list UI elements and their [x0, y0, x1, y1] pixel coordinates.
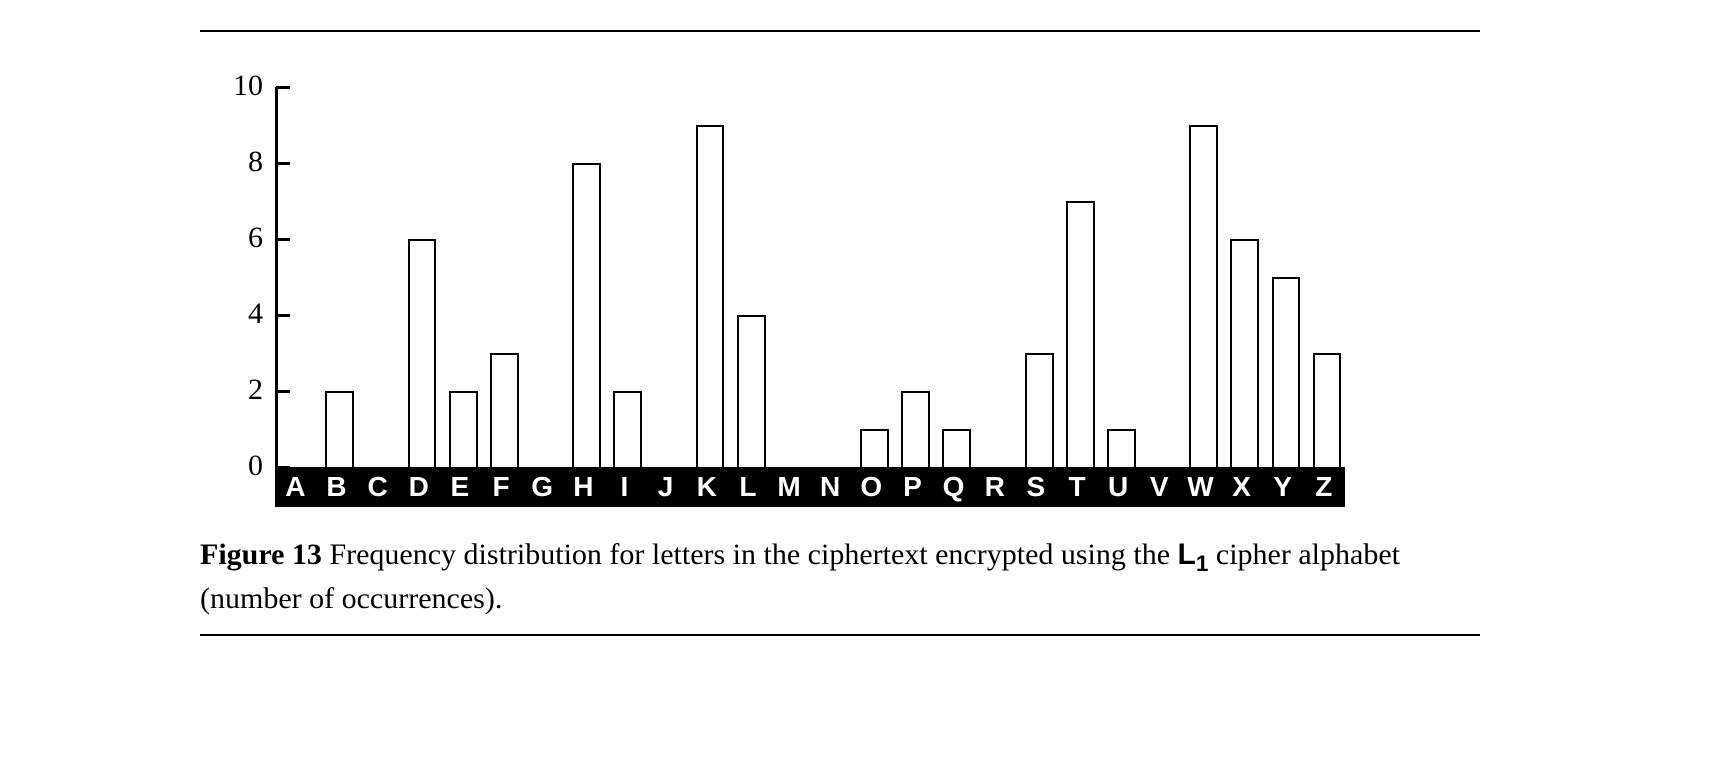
x-label-l: L	[728, 467, 769, 507]
bar-slot	[731, 87, 772, 467]
y-tick-label: 6	[220, 221, 263, 255]
bar-slot	[566, 87, 607, 467]
plot-area	[275, 87, 1348, 467]
bar-slot	[648, 87, 689, 467]
y-tick-label: 0	[220, 449, 263, 483]
x-label-n: N	[810, 467, 851, 507]
x-label-b: B	[316, 467, 357, 507]
bar-slot	[1307, 87, 1348, 467]
x-label-m: M	[769, 467, 810, 507]
bar-k	[696, 125, 725, 467]
bar-slot	[1224, 87, 1265, 467]
bar-slot	[1019, 87, 1060, 467]
bar-e	[449, 391, 478, 467]
x-label-w: W	[1180, 467, 1221, 507]
bar-slot	[443, 87, 484, 467]
figure-number: Figure 13	[200, 538, 322, 571]
bar-p	[901, 391, 930, 467]
bar-slot	[854, 87, 895, 467]
y-tick-label: 2	[220, 373, 263, 407]
bar-u	[1107, 429, 1136, 467]
bar-slot	[1265, 87, 1306, 467]
y-tick-label: 4	[220, 297, 263, 331]
bar-slot	[1183, 87, 1224, 467]
bottom-rule	[200, 634, 1480, 636]
bar-slot	[772, 87, 813, 467]
bar-slot	[977, 87, 1018, 467]
bar-s	[1025, 353, 1054, 467]
x-label-u: U	[1098, 467, 1139, 507]
bar-l	[737, 315, 766, 467]
x-label-v: V	[1139, 467, 1180, 507]
cipher-subscript: 1	[1196, 551, 1209, 576]
x-label-a: A	[275, 467, 316, 507]
bar-slot	[689, 87, 730, 467]
bar-b	[325, 391, 354, 467]
x-label-s: S	[1016, 467, 1057, 507]
bar-t	[1066, 201, 1095, 467]
bar-slot	[1101, 87, 1142, 467]
bar-slot	[607, 87, 648, 467]
bar-f	[490, 353, 519, 467]
bar-i	[613, 391, 642, 467]
y-tick-label: 10	[220, 69, 263, 103]
bar-x	[1230, 239, 1259, 467]
x-label-y: Y	[1262, 467, 1303, 507]
figure-container: 0246810ABCDEFGHIJKLMNOPQRSTUVWXYZ Figure…	[200, 30, 1480, 636]
bar-slot	[319, 87, 360, 467]
x-axis-band: ABCDEFGHIJKLMNOPQRSTUVWXYZ	[275, 467, 1345, 507]
bar-slot	[895, 87, 936, 467]
bar-slot	[484, 87, 525, 467]
bar-slot	[278, 87, 319, 467]
x-label-z: Z	[1304, 467, 1345, 507]
bar-slot	[525, 87, 566, 467]
x-label-g: G	[522, 467, 563, 507]
bar-z	[1313, 353, 1342, 467]
x-label-e: E	[440, 467, 481, 507]
x-label-d: D	[398, 467, 439, 507]
bar-slot	[401, 87, 442, 467]
x-label-p: P	[892, 467, 933, 507]
x-label-c: C	[357, 467, 398, 507]
bar-slot	[360, 87, 401, 467]
x-label-o: O	[851, 467, 892, 507]
bar-h	[572, 163, 601, 467]
x-label-k: K	[686, 467, 727, 507]
top-rule	[200, 30, 1480, 32]
x-label-j: J	[645, 467, 686, 507]
x-label-h: H	[563, 467, 604, 507]
bar-w	[1189, 125, 1218, 467]
bar-o	[860, 429, 889, 467]
x-label-q: Q	[933, 467, 974, 507]
bar-d	[408, 239, 437, 467]
x-label-x: X	[1221, 467, 1262, 507]
caption-text-before: Frequency distribution for letters in th…	[329, 538, 1177, 571]
bar-slot	[813, 87, 854, 467]
y-tick-label: 8	[220, 145, 263, 179]
bar-slot	[1060, 87, 1101, 467]
figure-caption: Figure 13 Frequency distribution for let…	[200, 535, 1480, 620]
x-label-t: T	[1057, 467, 1098, 507]
bar-slot	[936, 87, 977, 467]
cipher-symbol: L	[1178, 538, 1196, 571]
bar-y	[1272, 277, 1301, 467]
bar-slot	[1142, 87, 1183, 467]
x-label-r: R	[974, 467, 1015, 507]
x-label-f: F	[481, 467, 522, 507]
bars-container	[278, 87, 1348, 467]
x-label-i: I	[604, 467, 645, 507]
bar-q	[942, 429, 971, 467]
bar-chart: 0246810ABCDEFGHIJKLMNOPQRSTUVWXYZ	[220, 87, 1420, 507]
